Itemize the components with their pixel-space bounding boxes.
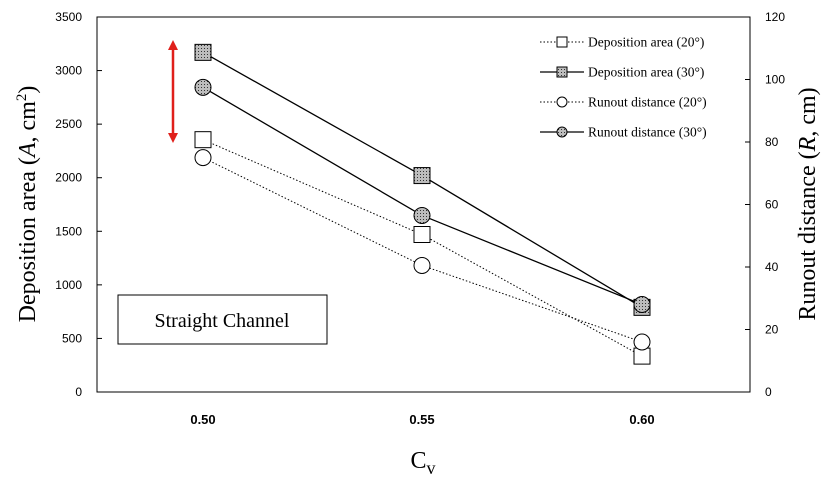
y-right-tick-label: 120 [765,10,785,24]
legend-label: Deposition area (30°) [588,65,704,80]
data-point-circle [413,256,431,274]
annotation-box [117,294,328,345]
y-left-tick-label: 1000 [55,278,82,292]
y-left-tick-label: 2000 [55,171,82,185]
y-right-tick-label: 60 [765,198,779,212]
data-point-circle [633,296,651,313]
x-tick-label: 0.50 [190,412,215,427]
series-deposition-area-30 [194,43,651,316]
x-tick-label: 0.55 [409,412,434,427]
data-point-circle [413,206,431,224]
y-left-tick-label: 2500 [55,117,82,131]
y-right-tick-label: 40 [765,260,779,274]
x-axis-ticks: 0.50 0.55 0.60 [190,412,654,427]
y-right-tick-label: 0 [765,385,772,399]
data-point-square [556,36,568,48]
series-deposition-area-20 [194,131,651,365]
x-tick-label: 0.60 [629,412,654,427]
y-right-tick-label: 80 [765,135,779,149]
data-point-square [413,226,431,243]
data-point-circle [194,149,212,167]
series-runout-distance-20 [194,149,651,351]
y-left-axis-title: Deposition area (A, cm2) [14,86,41,323]
y-left-tick-label: 0 [75,385,82,399]
y-left-tick-label: 3000 [55,64,82,78]
data-point-circle [556,96,568,108]
left-axis-ticks: 0 500 1000 1500 2000 2500 3000 3500 [55,10,102,399]
y-left-tick-label: 500 [62,331,82,345]
series-line [202,157,643,343]
data-point-circle [633,333,651,351]
data-point-square [633,347,651,365]
data-point-square [194,131,212,149]
data-point-square [413,167,431,185]
x-axis-title: Cv [410,448,435,478]
legend-label: Runout distance (20°) [588,95,707,110]
series-layer [194,43,651,365]
y-right-axis-title: Runout distance (R, cm) [795,87,821,320]
annotation-box-text: Straight Channel [155,310,290,332]
y-right-tick-label: 20 [765,323,779,337]
data-point-square [556,66,568,78]
y-right-tick-label: 100 [765,73,785,87]
data-point-square [194,43,212,61]
legend: Deposition area (20°) Deposition area (30… [540,35,707,140]
y-left-tick-label: 1500 [55,224,82,238]
data-point-circle [194,78,212,96]
legend-label: Deposition area (20°) [588,35,704,50]
y-left-tick-label: 3500 [55,10,82,24]
series-runout-distance-30 [194,78,651,313]
data-point-circle [556,126,568,138]
legend-label: Runout distance (30°) [588,125,707,140]
right-axis-ticks: 0 20 40 60 80 100 120 [745,10,785,399]
